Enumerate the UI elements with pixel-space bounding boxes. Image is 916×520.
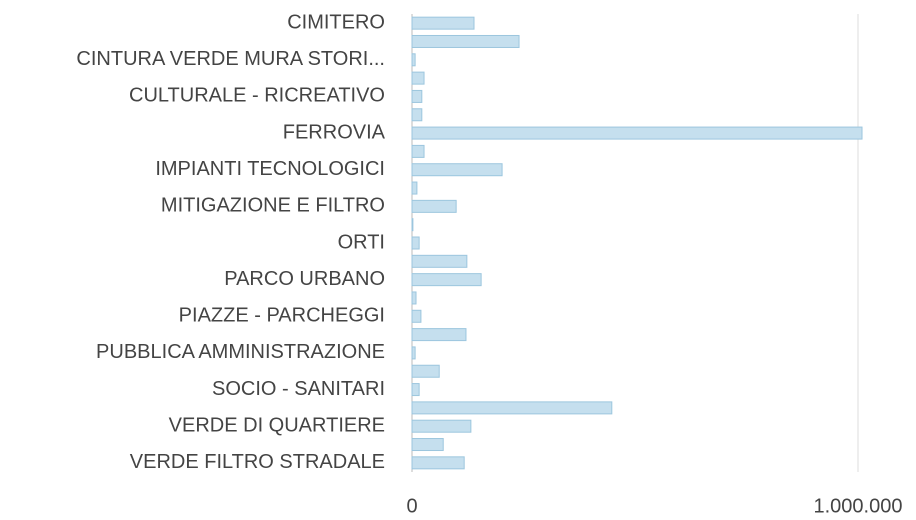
- y-tick-label: FERROVIA: [283, 121, 386, 143]
- bar: [412, 347, 415, 359]
- bar: [412, 457, 464, 469]
- bar: [412, 200, 456, 212]
- bar: [412, 109, 422, 121]
- y-tick-label: VERDE DI QUARTIERE: [169, 414, 385, 436]
- bar: [412, 384, 419, 396]
- bar: [412, 219, 413, 231]
- bar: [412, 145, 424, 157]
- bar: [412, 72, 424, 84]
- x-tick-label: 1.000.000: [814, 495, 903, 517]
- y-tick-label: IMPIANTI TECNOLOGICI: [155, 158, 385, 180]
- bar: [412, 90, 422, 102]
- y-tick-label: MITIGAZIONE E FILTRO: [161, 195, 385, 217]
- bar: [412, 127, 862, 139]
- bar: [412, 17, 474, 29]
- chart: 0 1.000.000 CIMITERO CINTURA VERDE MURA STO…: [0, 0, 916, 520]
- bar: [412, 54, 415, 66]
- x-tick-label: 0: [406, 495, 417, 517]
- bar: [412, 439, 443, 451]
- bar: [412, 420, 471, 432]
- y-tick-label: PARCO URBANO: [224, 268, 385, 290]
- y-tick-label: PIAZZE - PARCHEGGI: [179, 305, 385, 327]
- y-tick-label: PUBBLICA AMMINISTRAZIONE: [96, 341, 385, 363]
- y-tick-label: SOCIO - SANITARI: [212, 378, 385, 400]
- bar: [412, 255, 467, 267]
- bar: [412, 402, 612, 414]
- bar: [412, 292, 416, 304]
- bar: [412, 329, 466, 341]
- page: 0 1.000.000 CIMITERO CINTURA VERDE MURA STO…: [0, 0, 916, 520]
- y-tick-label: CINTURA VERDE MURA STORI...: [76, 48, 385, 70]
- bar: [412, 237, 419, 249]
- bar: [412, 182, 417, 194]
- bar: [412, 310, 421, 322]
- y-tick-label: VERDE FILTRO STRADALE: [130, 451, 385, 473]
- bar: [412, 35, 519, 47]
- bar: [412, 365, 439, 377]
- bar: [412, 164, 502, 176]
- y-tick-label: CULTURALE - RICREATIVO: [129, 85, 385, 107]
- y-tick-label: ORTI: [338, 231, 385, 253]
- y-tick-label: CIMITERO: [287, 11, 385, 33]
- bar: [412, 274, 481, 286]
